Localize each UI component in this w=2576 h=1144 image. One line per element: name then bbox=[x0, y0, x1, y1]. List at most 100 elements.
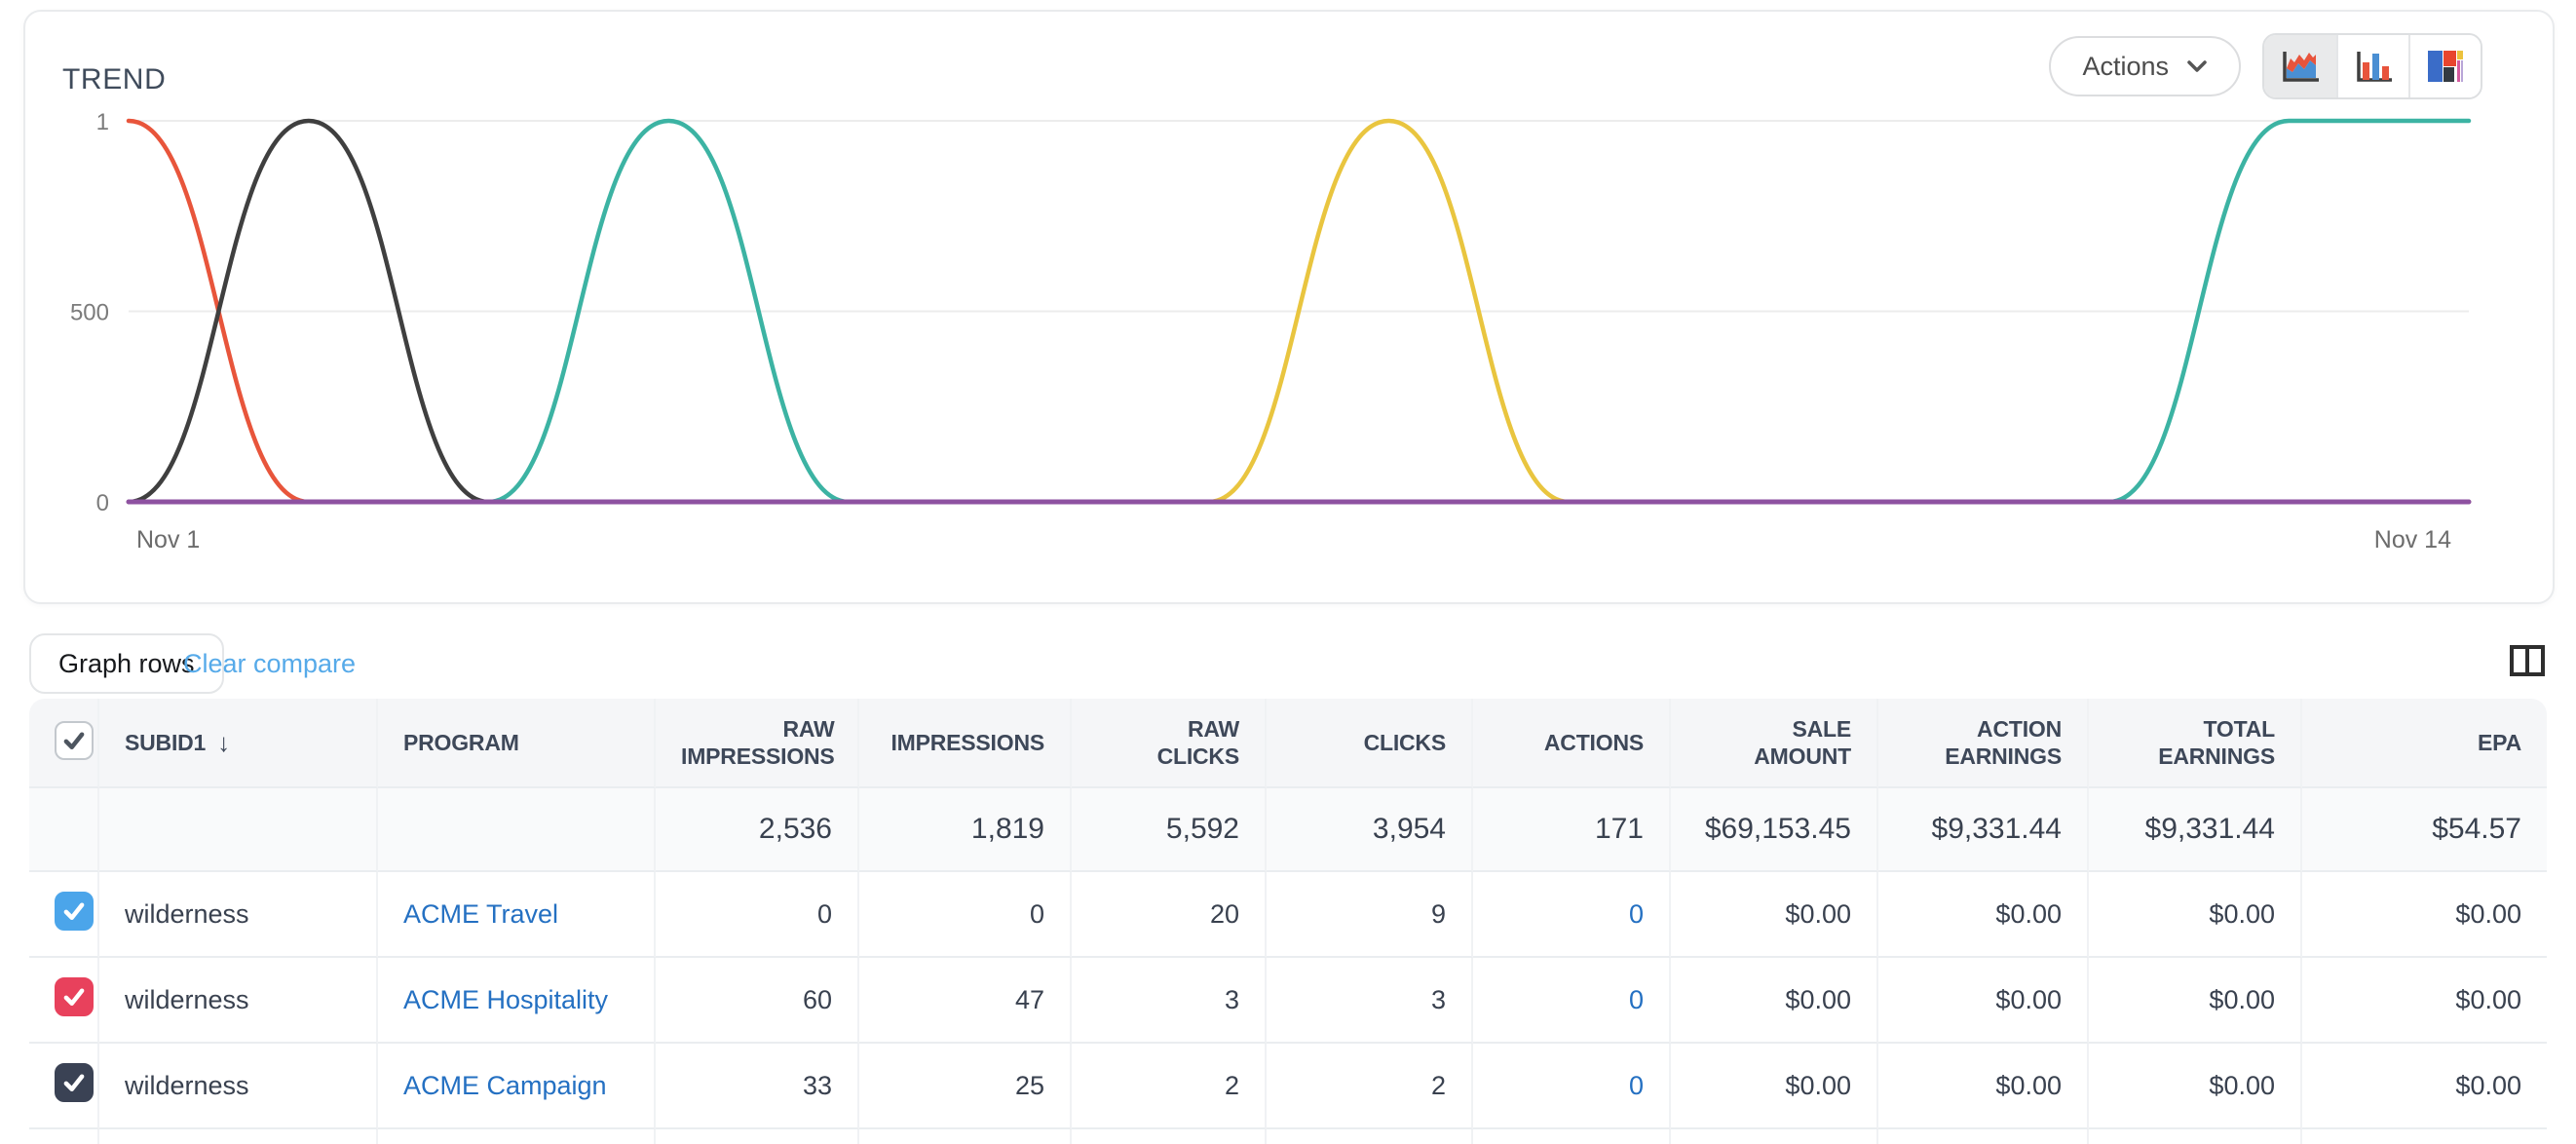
columns-icon bbox=[2510, 645, 2545, 676]
cell-select bbox=[29, 958, 99, 1044]
column-header-label: IMPRESSIONS bbox=[890, 730, 1044, 756]
table-row: wilderness ACME Hospitality 60 47 3 3 0 $0.00 $0… bbox=[29, 958, 2547, 1044]
row-checkbox[interactable] bbox=[55, 1063, 94, 1102]
actions-link[interactable]: 0 bbox=[1628, 1070, 1644, 1100]
cell-program: ACME Travel bbox=[378, 872, 656, 958]
x-axis-label-right: Nov 14 bbox=[2374, 526, 2451, 553]
chart-type-toggle-group bbox=[2262, 33, 2482, 99]
cell-raw_clicks: 20 bbox=[1072, 872, 1267, 958]
totals-sale_amount: $69,153.45 bbox=[1671, 788, 1878, 872]
cell-raw_impressions: 33 bbox=[656, 1044, 859, 1129]
trend-line-dark bbox=[126, 118, 2472, 505]
totals-select bbox=[29, 788, 99, 872]
table-row-partial bbox=[29, 1129, 2547, 1144]
totals-raw_impressions: 2,536 bbox=[656, 788, 859, 872]
trend-line-teal bbox=[126, 118, 2472, 505]
cell-impressions: 25 bbox=[859, 1044, 1072, 1129]
cell-epa: $0.00 bbox=[2302, 872, 2547, 958]
cell-sale_amount: $0.00 bbox=[1671, 958, 1878, 1044]
checkmark-icon bbox=[63, 731, 85, 749]
actions-dropdown-button[interactable]: Actions bbox=[2049, 36, 2241, 96]
table-row: wilderness ACME Campaign 33 25 2 2 0 $0.00 $0.00… bbox=[29, 1044, 2547, 1129]
column-header-label: ACTIONS bbox=[1543, 730, 1644, 756]
sort-descending-icon: ↓ bbox=[217, 727, 230, 757]
table-row: wilderness ACME Travel 0 0 20 9 0 $0.00 $0.00 $0.… bbox=[29, 872, 2547, 958]
totals-program bbox=[378, 788, 656, 872]
cell-clicks: 3 bbox=[1267, 958, 1473, 1044]
totals-action_earnings: $9,331.44 bbox=[1878, 788, 2089, 872]
cell-raw_clicks: 3 bbox=[1072, 958, 1267, 1044]
column-header-label: SUBID1 bbox=[125, 730, 207, 755]
column-header-clicks[interactable]: CLICKS bbox=[1267, 699, 1473, 788]
program-link[interactable]: ACME Campaign bbox=[403, 1070, 607, 1100]
chevron-down-icon bbox=[2187, 60, 2207, 72]
trend-chart-svg: 0 500 1 Nov 1 Nov 14 bbox=[70, 109, 2472, 553]
graph-rows-button[interactable]: Graph rows bbox=[29, 633, 224, 694]
cell-actions: 0 bbox=[1473, 872, 1671, 958]
actions-link[interactable]: 0 bbox=[1628, 898, 1644, 929]
chart-type-bar-button[interactable] bbox=[2336, 35, 2408, 97]
bar-chart-icon bbox=[2357, 52, 2392, 82]
table-head: SUBID1 ↓ PROGRAM RAW IMPRESSIONS IMPRESSIONS… bbox=[29, 699, 2547, 788]
column-header-label: PROGRAM bbox=[403, 730, 519, 756]
y-axis-tick: 0 bbox=[96, 490, 109, 516]
column-header-program[interactable]: PROGRAM bbox=[378, 699, 656, 788]
column-header-subid1[interactable]: SUBID1 ↓ bbox=[99, 699, 378, 788]
cell-action_earnings: $0.00 bbox=[1878, 1044, 2089, 1129]
cell-action_earnings: $0.00 bbox=[1878, 872, 2089, 958]
column-header-raw_impressions[interactable]: RAW IMPRESSIONS bbox=[656, 699, 859, 788]
table-body: 2,536 1,819 5,592 3,954 171 $69,153.45 $9,331.… bbox=[29, 788, 2547, 1144]
select-all-checkbox[interactable] bbox=[55, 720, 94, 760]
column-header-impressions[interactable]: IMPRESSIONS bbox=[859, 699, 1072, 788]
cell-sale_amount: $0.00 bbox=[1671, 872, 1878, 958]
area-chart-icon bbox=[2283, 52, 2319, 82]
totals-epa: $54.57 bbox=[2302, 788, 2547, 872]
chart-title: TREND bbox=[62, 62, 167, 95]
cell-raw_impressions: 60 bbox=[656, 958, 859, 1044]
cell-subid1: wilderness bbox=[99, 872, 378, 958]
totals-total_earnings: $9,331.44 bbox=[2089, 788, 2302, 872]
cell-program: ACME Campaign bbox=[378, 1044, 656, 1129]
y-axis-tick: 1 bbox=[96, 109, 109, 135]
column-header-action_earnings[interactable]: ACTION EARNINGS bbox=[1878, 699, 2089, 788]
cell-actions: 0 bbox=[1473, 1044, 1671, 1129]
trend-line-red bbox=[126, 118, 2472, 505]
column-header-label: CLICKS bbox=[1363, 730, 1447, 756]
column-header-sale_amount[interactable]: SALE AMOUNT bbox=[1671, 699, 1878, 788]
chart-controls: Actions bbox=[2049, 33, 2482, 99]
program-link[interactable]: ACME Travel bbox=[403, 898, 559, 929]
actions-link[interactable]: 0 bbox=[1628, 984, 1644, 1014]
checkmark-icon bbox=[63, 988, 85, 1006]
column-settings-button[interactable] bbox=[2500, 635, 2555, 686]
clear-compare-link[interactable]: Clear compare bbox=[183, 649, 357, 678]
chart-type-area-button[interactable] bbox=[2264, 35, 2336, 97]
cell-actions: 0 bbox=[1473, 958, 1671, 1044]
results-table-wrap: SUBID1 ↓ PROGRAM RAW IMPRESSIONS IMPRESSIONS… bbox=[29, 699, 2547, 1144]
checkmark-icon bbox=[63, 1074, 85, 1091]
y-axis-tick: 500 bbox=[70, 300, 109, 326]
cell-select bbox=[29, 1044, 99, 1129]
column-header-epa[interactable]: EPA bbox=[2302, 699, 2547, 788]
cell-clicks: 2 bbox=[1267, 1044, 1473, 1129]
cell-impressions: 47 bbox=[859, 958, 1072, 1044]
checkmark-icon bbox=[63, 902, 85, 920]
column-header-select bbox=[29, 699, 99, 788]
chart-type-treemap-button[interactable] bbox=[2408, 35, 2481, 97]
column-header-label: SALE AMOUNT bbox=[1754, 716, 1851, 769]
row-checkbox[interactable] bbox=[55, 977, 94, 1016]
column-header-actions[interactable]: ACTIONS bbox=[1473, 699, 1671, 788]
cell-sale_amount: $0.00 bbox=[1671, 1044, 1878, 1129]
cell-clicks: 9 bbox=[1267, 872, 1473, 958]
table-header-row: SUBID1 ↓ PROGRAM RAW IMPRESSIONS IMPRESSIONS… bbox=[29, 699, 2547, 788]
row-checkbox[interactable] bbox=[55, 892, 94, 931]
column-header-raw_clicks[interactable]: RAW CLICKS bbox=[1072, 699, 1267, 788]
treemap-chart-icon bbox=[2428, 51, 2463, 82]
totals-impressions: 1,819 bbox=[859, 788, 1072, 872]
cell-raw_clicks: 2 bbox=[1072, 1044, 1267, 1129]
program-link[interactable]: ACME Hospitality bbox=[403, 984, 609, 1014]
totals-subid1 bbox=[99, 788, 378, 872]
cell-raw_impressions: 0 bbox=[656, 872, 859, 958]
cell-action_earnings: $0.00 bbox=[1878, 958, 2089, 1044]
column-header-total_earnings[interactable]: TOTAL EARNINGS bbox=[2089, 699, 2302, 788]
